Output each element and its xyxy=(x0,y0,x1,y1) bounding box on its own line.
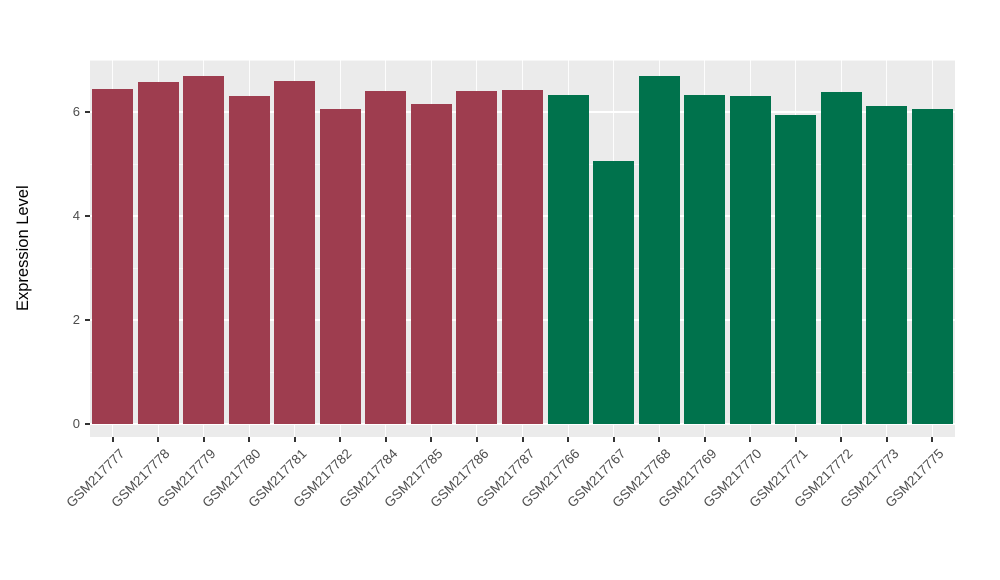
x-tick-mark xyxy=(384,437,387,442)
bar-GSM217785 xyxy=(410,104,452,424)
x-tick-mark xyxy=(931,437,934,442)
bar-GSM217770 xyxy=(729,96,771,424)
x-tick-mark xyxy=(749,437,752,442)
bar-GSM217768 xyxy=(638,75,680,424)
y-tick-mark xyxy=(85,111,90,113)
bar-GSM217772 xyxy=(820,92,862,424)
x-tick-mark xyxy=(840,437,843,442)
y-tick-label: 0 xyxy=(72,416,80,431)
bar-GSM217769 xyxy=(684,94,726,424)
bar-GSM217777 xyxy=(92,88,134,424)
bar-GSM217782 xyxy=(319,108,361,424)
y-tick-mark xyxy=(85,319,90,321)
bar-GSM217775 xyxy=(911,108,953,424)
y-axis-title: Expression Level xyxy=(14,185,32,312)
bar-GSM217767 xyxy=(593,161,635,424)
bar-GSM217771 xyxy=(775,114,817,424)
x-tick-mark xyxy=(794,437,797,442)
x-tick-mark xyxy=(339,437,342,442)
bar-GSM217773 xyxy=(866,106,908,424)
bar-GSM217780 xyxy=(228,96,270,424)
x-tick-mark xyxy=(111,437,114,442)
bar-GSM217766 xyxy=(547,94,589,424)
bar-GSM217778 xyxy=(137,81,179,424)
x-tick-mark xyxy=(703,437,706,442)
x-tick-mark xyxy=(202,437,205,442)
y-tick-mark xyxy=(85,423,90,425)
x-tick-mark xyxy=(248,437,251,442)
x-tick-mark xyxy=(658,437,661,442)
x-tick-mark xyxy=(293,437,296,442)
bar-GSM217787 xyxy=(502,89,543,424)
y-tick-label: 6 xyxy=(72,104,80,119)
y-tick-label: 4 xyxy=(72,208,80,223)
bar-GSM217784 xyxy=(365,91,407,424)
y-tick-mark xyxy=(85,215,90,217)
plot-panel xyxy=(90,59,955,437)
x-tick-mark xyxy=(567,437,570,442)
bar-GSM217779 xyxy=(183,75,225,424)
x-tick-mark xyxy=(475,437,478,442)
x-tick-mark xyxy=(157,437,160,442)
x-tick-mark xyxy=(612,437,615,442)
x-tick-mark xyxy=(885,437,888,442)
y-tick-label: 2 xyxy=(72,312,80,327)
bar-GSM217786 xyxy=(456,91,498,424)
x-tick-mark xyxy=(430,437,433,442)
bar-GSM217781 xyxy=(274,80,316,424)
x-tick-mark xyxy=(521,437,524,442)
